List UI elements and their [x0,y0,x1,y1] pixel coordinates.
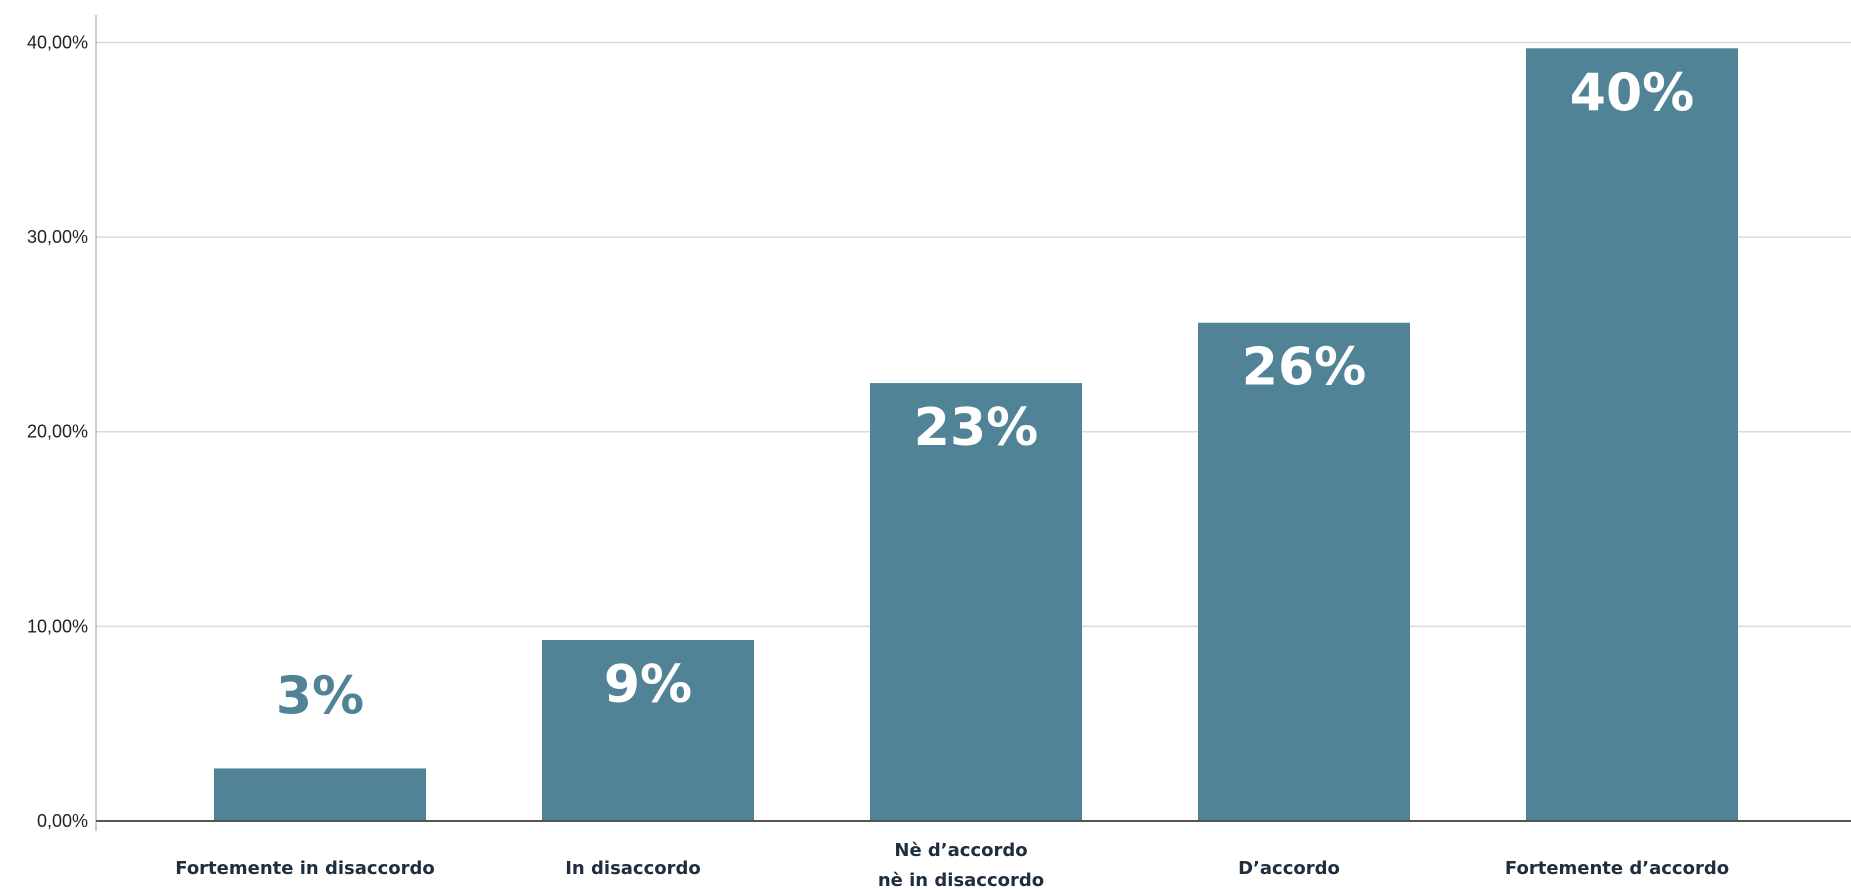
x-tick-label: In disaccordo [565,858,701,879]
x-tick-label: nè in disaccordo [878,870,1044,891]
y-tick-label: 40,00% [27,32,88,52]
axes [95,15,1851,831]
x-tick-label: Nè d’accordo [894,840,1027,861]
bars [214,48,1738,822]
x-tick-label: D’accordo [1238,858,1340,879]
y-tick-label: 10,00% [27,616,88,636]
x-tick-label: Fortemente in disaccordo [175,858,434,879]
x-tick-label: Fortemente d’accordo [1505,858,1729,879]
bar [542,639,754,821]
bar [870,383,1082,821]
data-label: 23% [914,398,1038,458]
bar [1526,48,1738,822]
y-tick-label: 30,00% [27,227,88,247]
bar [214,768,426,821]
y-tick-label: 0,00% [37,811,88,831]
data-label: 26% [1242,338,1366,398]
data-label: 3% [276,666,364,726]
data-label: 9% [604,655,692,715]
x-axis-category-labels: Fortemente in disaccordo In disaccordo Nè … [175,840,1729,891]
data-label: 40% [1570,63,1694,123]
y-tick-label: 20,00% [27,422,88,442]
y-axis-tick-labels: 0,00% 10,00% 20,00% 30,00% 40,00% [27,32,88,831]
data-labels: 3% 9% 23% 26% 40% [276,63,1694,726]
bar [1198,322,1410,821]
